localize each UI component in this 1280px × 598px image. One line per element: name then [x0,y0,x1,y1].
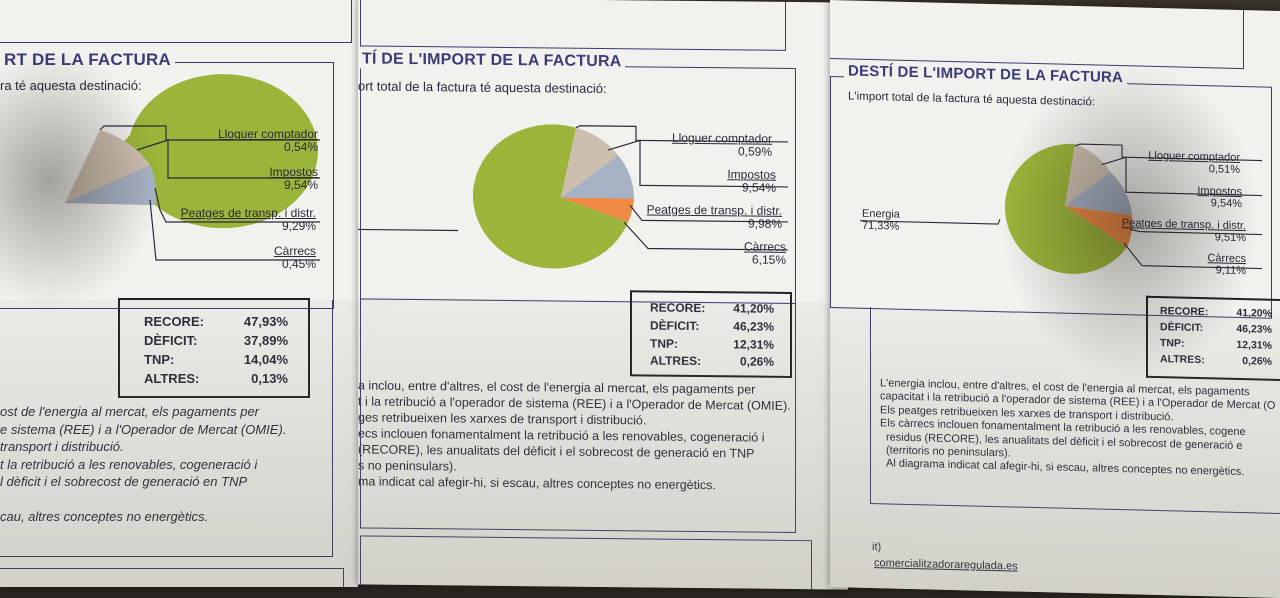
summary-row-recore: RECORE: 41,20% [1148,305,1280,320]
label-lloguer-value: 0,51% [1208,162,1240,176]
footer-prefix: it) [872,541,882,554]
summary-key: RECORE: [144,314,204,329]
label-carrecs-name: Càrrecs [743,239,786,254]
paragraph-line: transport i distribució. [0,439,124,454]
pie-slice-lloguer [561,127,618,198]
summary-box: RECORE: 47,93% DÈFICIT: 37,89% TNP: 14,04% … [118,298,310,398]
summary-value: 0,13% [251,371,288,386]
pie-slice-energia [1004,143,1127,274]
invoice-sheet-3: DESTÍ DE L'IMPORT DE LA FACTURA L'import… [830,0,1280,598]
top-frame [0,0,352,43]
leader-lines [358,125,788,251]
pie-chart [860,143,1262,274]
label-lloguer-value: 0,54% [283,139,318,154]
pie-slice-impostos [561,155,634,199]
label-carrecs: Càrrecs 0,45% [274,245,316,270]
pie-slice-peatges [1065,205,1133,248]
bottom-frame [360,535,812,590]
label-lloguer-name: Lloguer comptador [671,130,772,146]
label-impostos: Impostos 9,54% [269,166,318,191]
pie-slice-lloguer [65,130,150,203]
label-lloguer: Lloguer comptador 0,51% [1148,149,1240,176]
label-carrecs-value: 0,45% [281,256,316,271]
label-peatges-name: Peatges de transp. i distr. [646,202,782,218]
label-impostos: Impostos 9,54% [727,167,776,195]
label-peatges: Peatges de transp. i distr. 9,51% [1122,217,1246,244]
label-carrecs: Càrrecs 6,15% [743,239,786,267]
pie-chart [358,124,788,269]
pie-slice-impostos [65,165,157,205]
pie-slice-peatges [561,197,634,223]
pie-chart [65,74,320,261]
summary-key: TNP: [144,352,175,367]
label-lloguer-name: Lloguer comptador [217,127,318,141]
leader-lines [860,143,1262,270]
paragraph-line: cau, altres conceptes no energètics. [0,509,209,524]
section-subtitle: ra té aquesta destinació: [0,78,142,93]
summary-value: 14,04% [243,352,288,367]
summary-value: 47,93% [243,314,288,329]
summary-key: DÈFICIT: [144,333,198,348]
label-peatges: Peatges de transp. i distr. 9,29% [181,207,316,232]
label-carrecs-value: 6,15% [751,252,786,267]
lower-frame [870,306,1280,515]
label-carrecs: Càrrecs 9,11% [1207,252,1246,277]
invoice-sheet-2: TÍ DE L'IMPORT DE LA FACTURA ort total d… [358,0,848,590]
pie-slice-energia [472,124,628,269]
label-lloguer: Lloguer comptador 0,59% [671,130,772,159]
label-impostos-value: 9,54% [1210,196,1242,210]
label-carrecs-name: Càrrecs [273,244,316,258]
label-impostos-value: 9,54% [741,180,776,195]
pie-slice-impostos [1065,171,1132,216]
label-impostos-value: 9,54% [283,177,318,192]
bottom-frame [0,568,344,587]
website-link[interactable]: comercialitzadoraregulada.es [874,557,1018,573]
paragraph-line: ost de l'energia al mercat, els pagament… [0,404,260,419]
paragraph-line: l dèficit i el sobrecost de generació en… [0,474,248,489]
label-energia: Energia 71,33% [862,208,900,233]
label-energia-value: 71,33% [862,219,900,233]
section-title: RT DE LA FACTURA [0,50,175,70]
label-impostos: Impostos 9,54% [1197,185,1242,210]
label-peatges-name: Peatges de transp. i distr. [180,206,316,220]
label-carrecs-value: 9,11% [1215,263,1246,277]
lower-frame [0,300,333,557]
label-impostos-name: Impostos [727,167,776,182]
invoice-sheet-1: RT DE LA FACTURA ra té aquesta destinaci… [0,0,358,587]
label-impostos-name: Impostos [269,165,318,179]
leader-lines [99,125,320,261]
lower-frame [360,297,796,534]
label-peatges-value: 9,29% [281,218,316,233]
label-lloguer-value: 0,59% [737,144,772,159]
paragraph-line: t la retribució a les renovables, cogene… [0,456,258,472]
label-peatges-value: 9,98% [747,216,782,231]
paragraph-line: e sistema (REE) i a l'Operador de Mercat… [0,421,287,437]
label-peatges: Peatges de transp. i distr. 9,98% [646,202,782,231]
summary-key: ALTRES: [144,371,200,386]
label-lloguer-name: Lloguer comptador [1148,149,1240,165]
explanation-text: ost de l'energia al mercat, els pagament… [0,403,286,526]
pie-slice-lloguer [1065,143,1110,206]
summary-value: 37,89% [243,333,288,348]
label-lloguer: Lloguer comptador 0,54% [218,128,318,153]
